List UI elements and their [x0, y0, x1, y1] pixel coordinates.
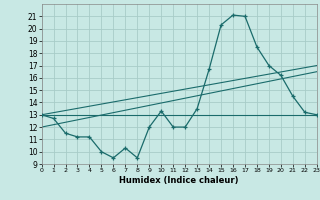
X-axis label: Humidex (Indice chaleur): Humidex (Indice chaleur) — [119, 176, 239, 185]
